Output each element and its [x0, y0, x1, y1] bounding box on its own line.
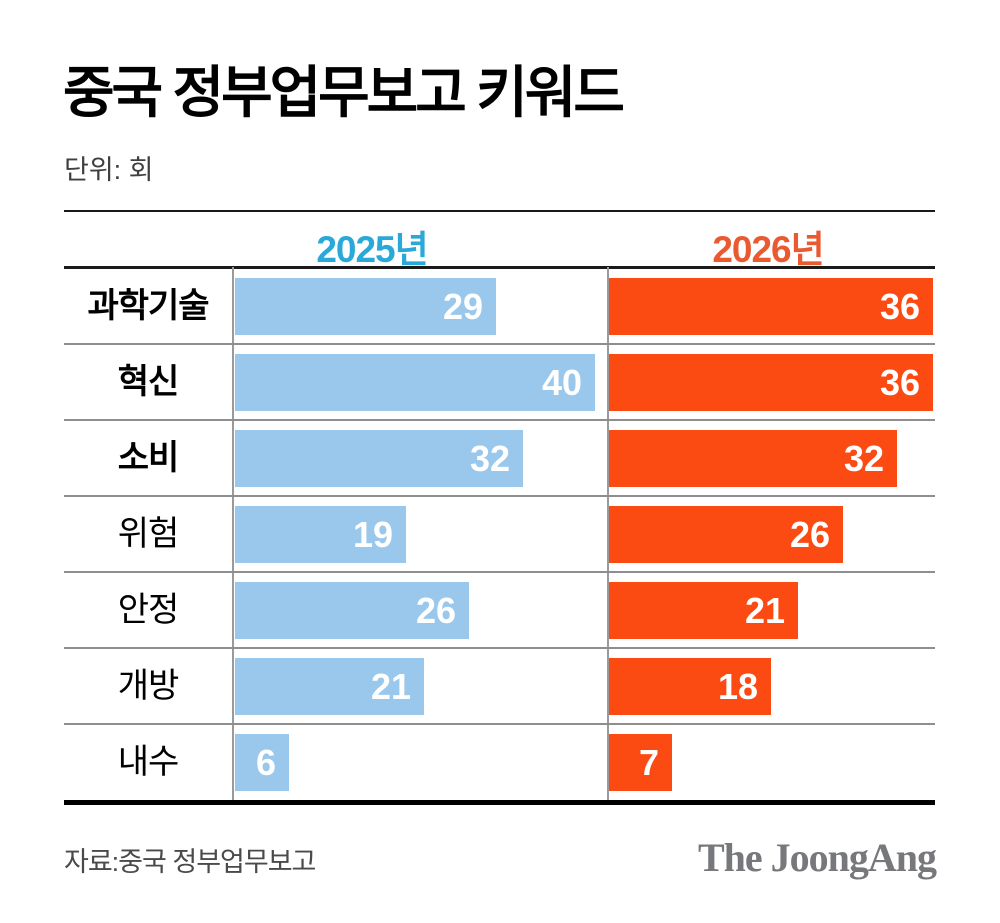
table-row: 개방 21 18 [64, 649, 935, 725]
category-label: 안정 [117, 591, 180, 629]
bar-value: 7 [638, 742, 659, 783]
bar-2025년: 19 [235, 506, 406, 563]
bar-value: 29 [442, 286, 483, 327]
bar-value: 26 [415, 590, 456, 631]
bar-value: 36 [879, 362, 920, 403]
chart-rows: 과학기술 29 36 혁신 40 36 소비 32 32 위험 19 26 안정 26 21 개방 21 18 내수… [64, 269, 935, 801]
category-label: 소비 [117, 439, 180, 477]
unit-label: 단위: 회 [64, 155, 154, 185]
bar-2025년: 32 [235, 430, 523, 487]
table-row: 과학기술 29 36 [64, 269, 935, 345]
bar-2026년: 36 [609, 278, 933, 335]
bar-2026년: 26 [609, 506, 843, 563]
table-row: 위험 19 26 [64, 497, 935, 573]
bottom-rule [64, 800, 935, 805]
category-label: 내수 [117, 743, 180, 781]
bar-value: 36 [879, 286, 920, 327]
legend-2026: 2026년 [712, 229, 824, 270]
guide-line-2025 [232, 267, 234, 801]
table-row: 소비 32 32 [64, 421, 935, 497]
bar-value: 26 [789, 514, 830, 555]
bar-2026년: 36 [609, 354, 933, 411]
bar-2025년: 21 [235, 658, 424, 715]
legend-2025: 2025년 [316, 229, 428, 270]
bar-value: 6 [255, 742, 276, 783]
category-label: 과학기술 [87, 287, 209, 325]
category-label: 혁신 [117, 363, 180, 401]
table-row: 안정 26 21 [64, 573, 935, 649]
bar-value: 19 [352, 514, 393, 555]
source-note: 자료:중국 정부업무보고 [64, 847, 316, 877]
header-rule [64, 266, 935, 269]
bar-2025년: 40 [235, 354, 595, 411]
bar-2025년: 29 [235, 278, 496, 335]
bar-value: 40 [541, 362, 582, 403]
bar-2025년: 26 [235, 582, 469, 639]
bar-value: 32 [843, 438, 884, 479]
top-rule [64, 210, 935, 212]
category-label: 개방 [117, 667, 180, 705]
bar-value: 21 [744, 590, 785, 631]
bar-2026년: 32 [609, 430, 897, 487]
table-row: 혁신 40 36 [64, 345, 935, 421]
bar-value: 21 [370, 666, 411, 707]
category-label: 위험 [117, 515, 180, 553]
table-row: 내수 6 7 [64, 725, 935, 801]
bar-2026년: 7 [609, 734, 672, 791]
publisher-logo: The JoongAng [697, 835, 937, 880]
chart-title: 중국 정부업무보고 키워드 [63, 61, 625, 124]
bar-2025년: 6 [235, 734, 289, 791]
bar-value: 32 [469, 438, 510, 479]
bar-2026년: 18 [609, 658, 771, 715]
bar-value: 18 [717, 666, 758, 707]
bar-2026년: 21 [609, 582, 798, 639]
guide-line-2026 [607, 267, 609, 801]
